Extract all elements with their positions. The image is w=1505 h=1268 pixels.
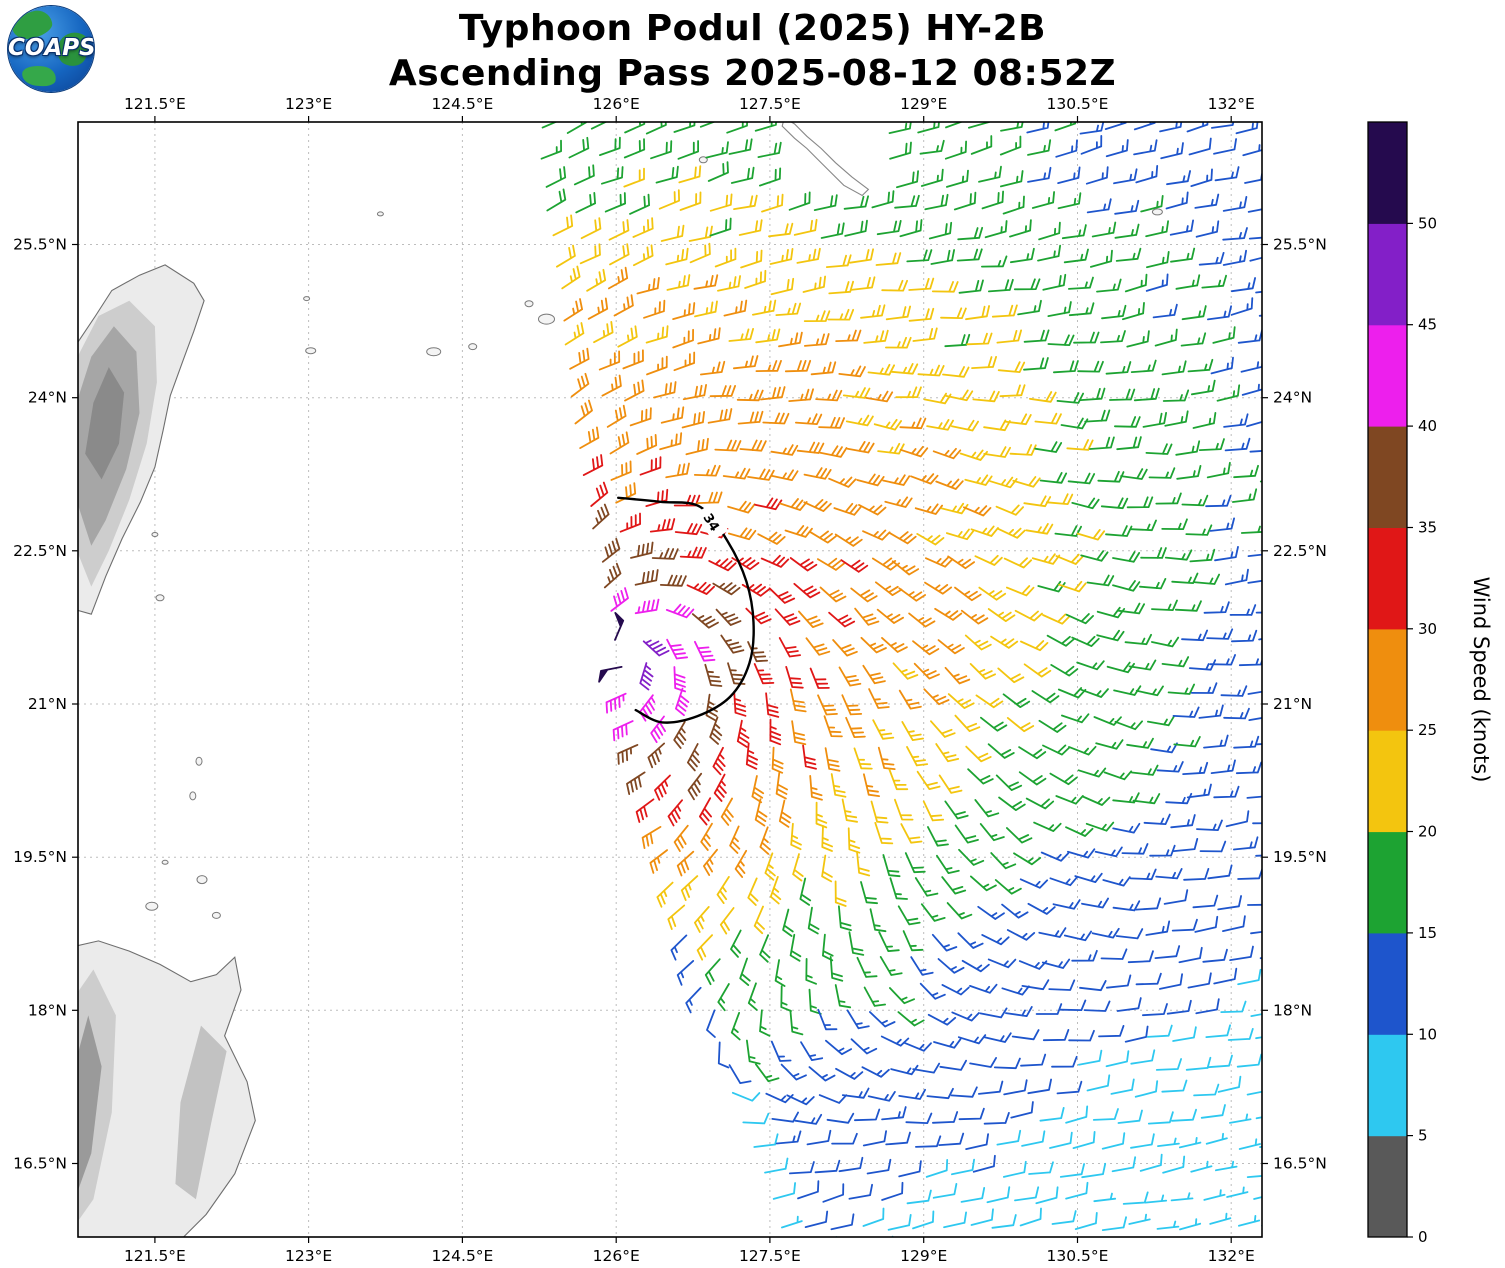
colorbar-tick-label: 50 (1418, 214, 1437, 232)
colorbar-segment (1368, 831, 1407, 934)
y-tick-label-right: 16.5°N (1273, 1155, 1327, 1173)
y-tick-label-left: 19.5°N (13, 848, 67, 866)
colorbar-segment (1368, 122, 1407, 224)
coaps-logo-text: COAPS (8, 35, 94, 61)
plot-title: Typhoon Podul (2025) HY-2B (458, 8, 1047, 49)
small-island (211, 911, 221, 919)
y-tick-label-right: 21°N (1273, 695, 1312, 713)
x-tick-label-top: 132°E (1208, 95, 1255, 113)
y-tick-label-left: 18°N (28, 1001, 67, 1019)
x-tick-label-bottom: 130.5°E (1047, 1247, 1109, 1264)
colorbar-tick-label: 45 (1418, 316, 1437, 334)
taiwan-terrain (85, 367, 125, 480)
globe-icon: COAPS (8, 6, 94, 92)
colorbar-frame (1367, 121, 1408, 1238)
colorbar-tick-label: 0 (1418, 1228, 1428, 1246)
colorbar-tick-label: 15 (1418, 924, 1437, 942)
colorbar-tick-label: 20 (1418, 823, 1437, 841)
x-tick-label-bottom: 129°E (900, 1247, 947, 1264)
plot-title-block: Typhoon Podul (2025) HY-2B Ascending Pas… (0, 6, 1505, 96)
x-tick-label-bottom: 126°E (593, 1247, 640, 1264)
x-tick-label-bottom: 123°E (285, 1247, 332, 1264)
y-tick-label-right: 25.5°N (1273, 236, 1327, 254)
y-tick-label-left: 24°N (28, 389, 67, 407)
small-island (151, 532, 159, 537)
colorbar-segment (1368, 628, 1407, 731)
x-tick-label-top: 129°E (900, 95, 947, 113)
small-island (145, 901, 159, 911)
small-island (538, 313, 555, 325)
small-island (305, 347, 317, 355)
small-island (1151, 208, 1163, 216)
y-tick-label-right: 22.5°N (1273, 542, 1327, 560)
map-frame (77, 121, 1263, 1238)
colorbar-tick-label: 40 (1418, 417, 1437, 435)
x-tick-label-bottom: 132°E (1208, 1247, 1255, 1264)
y-tick-label-right: 24°N (1273, 389, 1312, 407)
x-tick-label-top: 124.5°E (431, 95, 493, 113)
luzon-landmass (78, 940, 256, 1237)
y-tick-label-left: 25.5°N (13, 236, 67, 254)
small-island (698, 156, 708, 164)
y-tick-label-left: 22.5°N (13, 542, 67, 560)
small-island (161, 859, 169, 865)
x-tick-label-bottom: 124.5°E (431, 1247, 493, 1264)
wind-barbs (540, 122, 1262, 1237)
x-tick-label-bottom: 121.5°E (124, 1247, 186, 1264)
x-tick-label-top: 127.5°E (739, 95, 801, 113)
contour-label: 34 (695, 503, 729, 541)
colorbar-tick-label: 10 (1418, 1025, 1437, 1043)
y-tick-label-left: 16.5°N (13, 1155, 67, 1173)
colorbar: 0 5 10 15 20 25 30 35 40 45 50 Wind Speed (knots) (1367, 121, 1493, 1246)
colorbar-segment (1368, 324, 1407, 427)
x-tick-label-top: 123°E (285, 95, 332, 113)
okinawa-island (781, 122, 870, 197)
colorbar-tick-label: 25 (1418, 721, 1437, 739)
y-tick-label-right: 18°N (1273, 1001, 1312, 1019)
small-island (468, 343, 478, 351)
axis-tick-labels: 121.5°E 121.5°E 123°E 123°E 124.5°E 124.5°E 12… (13, 95, 1327, 1265)
x-tick-label-bottom: 127.5°E (739, 1247, 801, 1264)
luzon-terrain (78, 1015, 102, 1191)
colorbar-segment (1368, 1034, 1407, 1137)
y-tick-label-left: 21°N (28, 695, 67, 713)
small-island (303, 296, 311, 302)
luzon-terrain (175, 1025, 227, 1200)
colorbar-segment (1368, 527, 1407, 630)
x-tick-label-top: 126°E (593, 95, 640, 113)
colorbar-tick-label: 30 (1418, 620, 1437, 638)
small-island (196, 875, 208, 885)
colorbar-title: Wind Speed (knots) (1469, 577, 1493, 783)
colorbar-segment (1368, 730, 1407, 833)
x-tick-label-top: 121.5°E (124, 95, 186, 113)
small-island (426, 347, 442, 357)
colorbar-segment (1368, 932, 1407, 1035)
colorbar-segment (1368, 1135, 1407, 1238)
axis-ticks (72, 116, 1268, 1243)
small-island (155, 594, 165, 602)
coaps-logo: COAPS (8, 6, 94, 92)
x-tick-label-top: 130.5°E (1047, 95, 1109, 113)
gale-radius-contour: 34 (617, 496, 755, 724)
landmasses (78, 122, 1163, 1237)
small-island (376, 211, 384, 217)
colorbar-tick-label: 35 (1418, 519, 1437, 537)
plot-subtitle: Ascending Pass 2025-08-12 08:52Z (388, 53, 1117, 94)
colorbar-segment (1368, 426, 1407, 528)
y-tick-label-right: 19.5°N (1273, 848, 1327, 866)
small-island (524, 300, 534, 308)
colorbar-segment (1368, 223, 1407, 326)
map-area: 34 121.5°E 121.5°E 123°E 123°E 124.5°E 124.5°E… (13, 95, 1327, 1265)
small-island (189, 791, 197, 801)
colorbar-tick-label: 5 (1418, 1127, 1428, 1145)
small-island (195, 756, 203, 766)
